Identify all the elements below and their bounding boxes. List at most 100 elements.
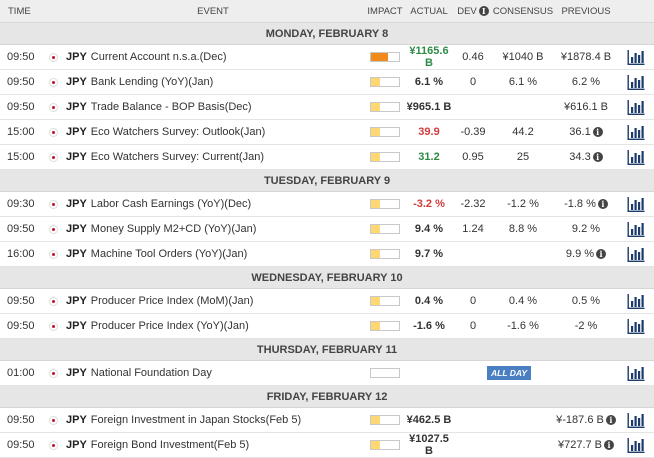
event-dev: -2.32 [460,198,486,210]
japan-flag-icon [48,440,58,450]
header-time[interactable]: TIME [8,5,31,17]
day-header: FRIDAY, FEBRUARY 12 [0,386,654,408]
event-row[interactable]: 01:00 JPY National Foundation Day ALL DAY [0,361,654,386]
info-icon[interactable]: i [478,6,489,16]
info-icon[interactable]: i [604,440,615,451]
event-previous: 9.9 % [565,248,595,260]
event-name[interactable]: Bank Lending (YoY)(Jan) [90,76,214,88]
chart-icon[interactable] [618,124,654,140]
chart-icon[interactable] [618,149,654,165]
event-row[interactable]: 09:50 JPY Producer Price Index (YoY)(Jan)… [0,314,654,339]
previous-cell: 6.2 % [554,76,618,88]
event-name-cell[interactable]: JPY Machine Tool Orders (YoY)(Jan) [60,248,366,260]
impact-bar [370,77,400,87]
event-currency: JPY [66,151,87,163]
event-name[interactable]: Money Supply M2+CD (YoY)(Jan) [90,223,257,235]
info-icon[interactable]: i [592,152,603,163]
event-actual: ¥462.5 B [406,414,452,426]
event-currency: JPY [66,223,87,235]
event-row[interactable]: 09:30 JPY Labor Cash Earnings (YoY)(Dec) … [0,192,654,217]
event-name-cell[interactable]: JPY Eco Watchers Survey: Current(Jan) [60,151,366,163]
event-name[interactable]: Producer Price Index (YoY)(Jan) [90,320,249,332]
event-row[interactable]: 15:00 JPY Eco Watchers Survey: Current(Ja… [0,145,654,170]
impact-cell [366,199,404,209]
event-name[interactable]: Labor Cash Earnings (YoY)(Dec) [90,198,252,210]
event-name[interactable]: National Foundation Day [90,367,212,379]
event-row[interactable]: 09:50 JPY Foreign Investment in Japan Sto… [0,408,654,433]
info-icon[interactable]: i [605,415,616,426]
event-row[interactable]: 09:50 JPY Money Supply M2+CD (YoY)(Jan) 9… [0,217,654,242]
event-name-cell[interactable]: JPY Money Supply M2+CD (YoY)(Jan) [60,223,366,235]
event-consensus: 6.1 % [508,76,538,88]
event-previous: ¥616.1 B [563,101,609,113]
info-icon[interactable]: i [596,249,607,260]
event-name[interactable]: Producer Price Index (MoM)(Jan) [90,295,254,307]
info-icon[interactable]: i [592,127,603,138]
chart-icon[interactable] [618,221,654,237]
event-name-cell[interactable]: JPY Foreign Investment in Japan Stocks(Fe… [60,414,366,426]
chart-icon[interactable] [618,437,654,453]
header-dev[interactable]: DEV i [454,6,492,17]
event-consensus: 44.2 [512,126,534,138]
impact-bar [370,127,400,137]
event-row[interactable]: 09:50 JPY Producer Price Index (MoM)(Jan)… [0,289,654,314]
event-currency: JPY [66,248,87,260]
event-name[interactable]: Eco Watchers Survey: Outlook(Jan) [90,126,266,138]
header-consensus[interactable]: CONSENSUS [492,5,554,17]
chart-icon[interactable] [618,99,654,115]
impact-cell [366,249,404,259]
event-previous: -1.8 % [564,198,596,210]
event-row[interactable]: 15:00 JPY Eco Watchers Survey: Outlook(Ja… [0,120,654,145]
header-actual[interactable]: ACTUAL [410,5,448,17]
event-consensus: 25 [516,151,530,163]
event-currency: JPY [66,320,87,332]
event-consensus: 8.8 % [508,223,538,235]
impact-cell [366,102,404,112]
event-name-cell[interactable]: JPY Eco Watchers Survey: Outlook(Jan) [60,126,366,138]
event-row[interactable]: 09:50 JPY Current Account n.s.a.(Dec) ¥11… [0,45,654,70]
event-row[interactable]: 09:50 JPY Trade Balance - BOP Basis(Dec) … [0,95,654,120]
event-actual: -3.2 % [413,198,445,210]
event-name[interactable]: Foreign Investment in Japan Stocks(Feb 5… [90,414,302,426]
event-name-cell[interactable]: JPY Producer Price Index (MoM)(Jan) [60,295,366,307]
event-name-cell[interactable]: JPY Current Account n.s.a.(Dec) [60,51,366,63]
event-name-cell[interactable]: JPY Trade Balance - BOP Basis(Dec) [60,101,366,113]
event-row[interactable]: 16:00 JPY Machine Tool Orders (YoY)(Jan) … [0,242,654,267]
japan-flag-icon [48,152,58,162]
impact-cell [366,77,404,87]
event-actual: 31.2 [418,151,440,163]
event-currency: JPY [66,76,87,88]
event-row[interactable]: 09:50 JPY Foreign Bond Investment(Feb 5) … [0,433,654,458]
event-row[interactable]: 09:50 JPY Bank Lending (YoY)(Jan) 6.1 % 0… [0,70,654,95]
event-name-cell[interactable]: JPY Producer Price Index (YoY)(Jan) [60,320,366,332]
event-name[interactable]: Eco Watchers Survey: Current(Jan) [90,151,264,163]
chart-icon[interactable] [618,246,654,262]
chart-icon[interactable] [618,365,654,381]
impact-cell [366,415,404,425]
chart-icon[interactable] [618,196,654,212]
event-consensus: -1.2 % [507,198,539,210]
event-name[interactable]: Machine Tool Orders (YoY)(Jan) [90,248,248,260]
event-name[interactable]: Trade Balance - BOP Basis(Dec) [90,101,252,113]
header-previous[interactable]: PREVIOUS [561,5,611,17]
impact-bar [370,52,400,62]
chart-icon[interactable] [618,49,654,65]
day-header: THURSDAY, FEBRUARY 11 [0,339,654,361]
header-impact[interactable]: IMPACT [367,5,403,17]
header-event[interactable]: EVENT [197,5,229,17]
chart-icon[interactable] [618,74,654,90]
japan-flag-icon [48,224,58,234]
event-name-cell[interactable]: JPY National Foundation Day [60,367,366,379]
chart-icon[interactable] [618,318,654,334]
event-actual: ¥1165.6 B [409,45,449,69]
event-name[interactable]: Current Account n.s.a.(Dec) [90,51,227,63]
event-name-cell[interactable]: JPY Bank Lending (YoY)(Jan) [60,76,366,88]
event-actual: 9.7 % [414,248,444,260]
event-currency: JPY [66,295,87,307]
info-icon[interactable]: i [597,199,608,210]
event-name-cell[interactable]: JPY Labor Cash Earnings (YoY)(Dec) [60,198,366,210]
chart-icon[interactable] [618,293,654,309]
event-previous: ¥-187.6 B [556,414,604,426]
event-dev: 0.95 [462,151,484,163]
chart-icon[interactable] [618,412,654,428]
